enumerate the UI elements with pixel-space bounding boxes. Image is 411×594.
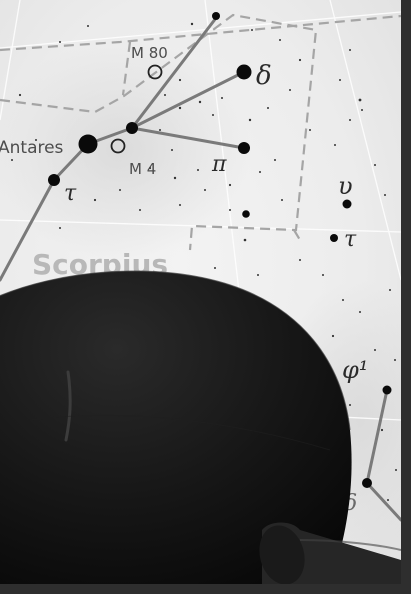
constellation-lines <box>0 16 401 522</box>
globular-clusters <box>110 64 163 154</box>
dome-seam <box>64 370 72 442</box>
label-m80: M 80 <box>131 44 168 62</box>
label-phi1: φ¹ <box>342 356 368 384</box>
faint-stars <box>11 22 397 501</box>
star-tau-right <box>330 234 338 242</box>
projector-arm <box>259 522 401 584</box>
star <box>242 210 250 218</box>
star-sigma <box>126 122 138 134</box>
milky-way-haze <box>0 40 250 260</box>
label-m4: M 4 <box>129 160 156 178</box>
star-antares <box>78 134 98 154</box>
star-delta-lower <box>362 478 372 488</box>
label-antares: Antares <box>0 138 64 158</box>
label-delta: δ <box>256 61 272 91</box>
label-tau: τ <box>64 181 77 206</box>
star-upsilon <box>342 199 352 209</box>
cluster-m4 <box>110 138 126 154</box>
constellation-boundary <box>0 13 401 251</box>
label-upsilon: υ <box>338 172 353 200</box>
cluster-m80 <box>147 64 163 80</box>
label-pi: π <box>211 152 227 177</box>
star <box>212 12 220 20</box>
star-pi <box>238 142 250 154</box>
label-tau-right: τ <box>344 227 357 252</box>
star-phi1 <box>382 385 392 395</box>
star-delta <box>236 64 252 80</box>
star-tau <box>48 174 60 186</box>
planetarium-dome <box>0 270 352 584</box>
